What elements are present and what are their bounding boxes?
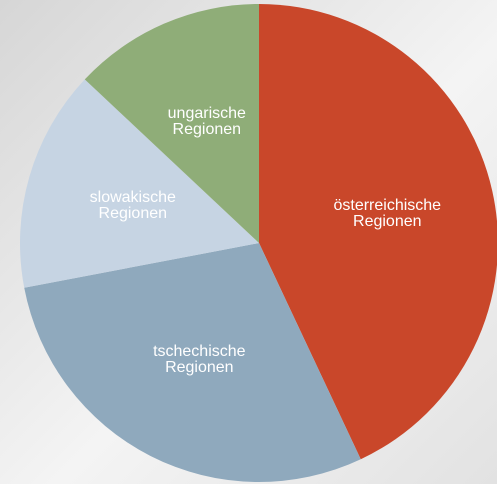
pie-slice (20, 79, 260, 288)
slice-label: slowakische Regionen (89, 189, 176, 223)
pie-slice (24, 243, 361, 482)
slice-label: österreichische Regionen (333, 197, 442, 231)
slice-label: tschechische Regionen (153, 343, 246, 377)
pie-slice (259, 4, 497, 460)
slice-label: ungarische Regionen (167, 105, 246, 139)
pie-slice (84, 4, 260, 243)
